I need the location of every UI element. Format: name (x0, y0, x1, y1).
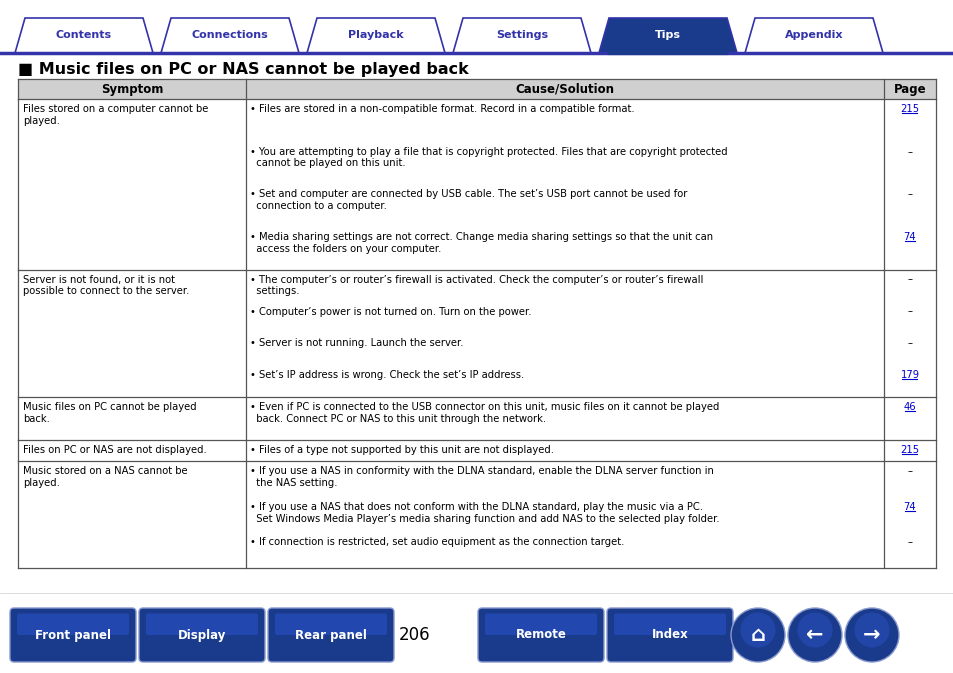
Text: Connections: Connections (192, 30, 268, 40)
FancyBboxPatch shape (606, 608, 732, 662)
Text: • You are attempting to play a file that is copyright protected. Files that are : • You are attempting to play a file that… (250, 147, 727, 168)
Text: • Server is not running. Launch the server.: • Server is not running. Launch the serv… (250, 339, 463, 349)
Text: Files stored on a computer cannot be
played.: Files stored on a computer cannot be pla… (23, 104, 208, 126)
Text: Remote: Remote (515, 629, 566, 641)
FancyBboxPatch shape (268, 608, 394, 662)
FancyBboxPatch shape (146, 614, 257, 635)
Text: –: – (906, 189, 911, 199)
Polygon shape (161, 18, 298, 53)
Text: • Set and computer are connected by USB cable. The set’s USB port cannot be used: • Set and computer are connected by USB … (250, 189, 687, 211)
Text: 215: 215 (900, 445, 919, 455)
Text: 215: 215 (900, 104, 919, 114)
FancyBboxPatch shape (484, 614, 597, 635)
Text: • Even if PC is connected to the USB connector on this unit, music files on it c: • Even if PC is connected to the USB con… (250, 402, 719, 424)
Text: ■ Music files on PC or NAS cannot be played back: ■ Music files on PC or NAS cannot be pla… (18, 62, 468, 77)
Text: –: – (906, 147, 911, 157)
Bar (18, 440, 935, 462)
Text: –: – (906, 306, 911, 316)
Text: Server is not found, or it is not
possible to connect to the server.: Server is not found, or it is not possib… (23, 275, 190, 296)
Polygon shape (598, 18, 737, 53)
Text: →: → (862, 625, 880, 645)
Bar (18, 462, 935, 568)
Text: Music stored on a NAS cannot be
played.: Music stored on a NAS cannot be played. (23, 466, 188, 488)
Text: • Files are stored in a non-compatible format. Record in a compatible format.: • Files are stored in a non-compatible f… (250, 104, 634, 114)
Circle shape (854, 612, 888, 647)
Text: –: – (906, 339, 911, 349)
Text: • If you use a NAS that does not conform with the DLNA standard, play the music : • If you use a NAS that does not conform… (250, 502, 719, 524)
Text: Symptom: Symptom (101, 83, 163, 96)
Text: • If connection is restricted, set audio equipment as the connection target.: • If connection is restricted, set audio… (250, 538, 623, 547)
Circle shape (740, 612, 775, 647)
Polygon shape (744, 18, 882, 53)
Text: ⌂: ⌂ (750, 625, 764, 645)
Text: Appendix: Appendix (784, 30, 842, 40)
FancyBboxPatch shape (274, 614, 387, 635)
Text: Playback: Playback (348, 30, 403, 40)
Bar (18, 99, 935, 270)
FancyBboxPatch shape (477, 608, 603, 662)
Text: Display: Display (177, 629, 226, 641)
Text: Front panel: Front panel (35, 629, 111, 641)
Circle shape (787, 608, 841, 662)
Text: Files on PC or NAS are not displayed.: Files on PC or NAS are not displayed. (23, 445, 207, 455)
Polygon shape (15, 18, 152, 53)
Text: 206: 206 (398, 626, 431, 644)
Text: 46: 46 (902, 402, 915, 413)
Circle shape (844, 608, 898, 662)
Text: –: – (906, 466, 911, 476)
Text: ←: ← (805, 625, 822, 645)
Text: Rear panel: Rear panel (294, 629, 367, 641)
Text: • Media sharing settings are not correct. Change media sharing settings so that : • Media sharing settings are not correct… (250, 232, 713, 254)
Text: • Set’s IP address is wrong. Check the set’s IP address.: • Set’s IP address is wrong. Check the s… (250, 370, 524, 380)
FancyBboxPatch shape (614, 614, 725, 635)
FancyBboxPatch shape (10, 608, 136, 662)
Text: Settings: Settings (496, 30, 547, 40)
Text: 74: 74 (902, 232, 915, 242)
Polygon shape (453, 18, 590, 53)
Bar (18, 398, 935, 440)
Text: Cause/Solution: Cause/Solution (515, 83, 614, 96)
Bar (18, 270, 935, 398)
Text: 74: 74 (902, 502, 915, 512)
Text: Contents: Contents (56, 30, 112, 40)
Text: –: – (906, 275, 911, 285)
Text: • If you use a NAS in conformity with the DLNA standard, enable the DLNA server : • If you use a NAS in conformity with th… (250, 466, 713, 488)
Text: 179: 179 (900, 370, 919, 380)
Text: Index: Index (651, 629, 688, 641)
Text: Page: Page (893, 83, 925, 96)
Text: Tips: Tips (655, 30, 680, 40)
Text: • Files of a type not supported by this unit are not displayed.: • Files of a type not supported by this … (250, 445, 554, 455)
Text: –: – (906, 538, 911, 547)
Text: Music files on PC cannot be played
back.: Music files on PC cannot be played back. (23, 402, 196, 424)
Text: • Computer’s power is not turned on. Turn on the power.: • Computer’s power is not turned on. Tur… (250, 306, 531, 316)
FancyBboxPatch shape (17, 614, 129, 635)
Circle shape (797, 612, 832, 647)
Bar (18, 79, 935, 99)
FancyBboxPatch shape (139, 608, 265, 662)
Text: • The computer’s or router’s firewall is activated. Check the computer’s or rout: • The computer’s or router’s firewall is… (250, 275, 702, 296)
Polygon shape (307, 18, 444, 53)
Circle shape (730, 608, 784, 662)
